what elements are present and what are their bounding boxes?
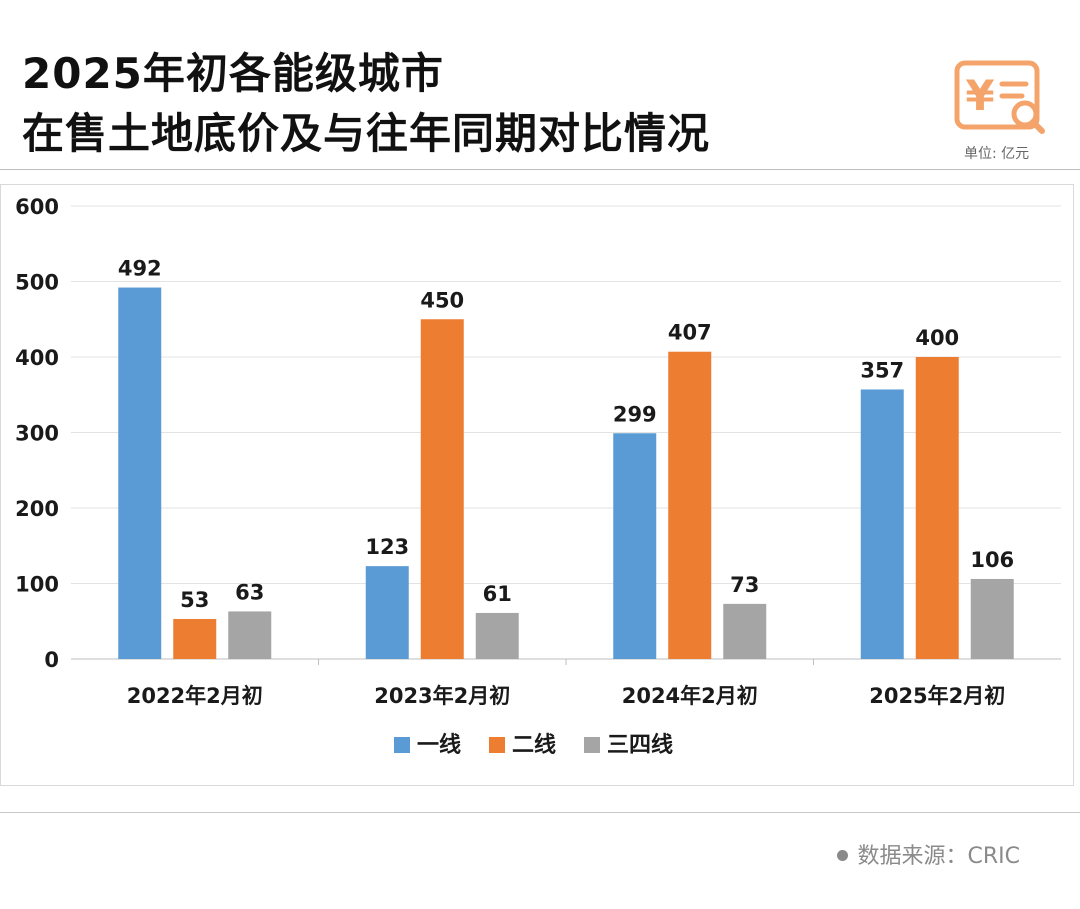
bar: [365, 566, 409, 659]
unit-label: 单位: 亿元: [964, 146, 1030, 162]
bar: [228, 611, 272, 659]
bar: [915, 357, 959, 659]
data-source: 数据来源：CRIC: [836, 838, 1021, 870]
data-label: 123: [365, 535, 409, 559]
chart-frame: 0 100 200 300 400 500 600 492 53 63 2022年2月初 123 450…: [0, 184, 1074, 786]
legend-swatch: [584, 737, 600, 753]
bar: [668, 351, 712, 659]
data-label: 299: [613, 402, 657, 426]
y-tick-label: 300: [15, 422, 59, 446]
bar: [173, 618, 217, 659]
bar: [118, 287, 162, 659]
y-tick-label: 200: [15, 497, 59, 521]
data-label: 450: [420, 288, 464, 312]
bar-chart: 0 100 200 300 400 500 600 492 53 63 2022年2月初 123 450…: [15, 195, 1061, 758]
yuan-document-search-icon: ¥: [950, 58, 1050, 138]
data-label: 53: [180, 588, 209, 612]
bar: [475, 612, 519, 659]
y-tick-label: 0: [44, 648, 59, 672]
x-tick-label: 2022年2月初: [127, 684, 263, 708]
y-tick-label: 100: [15, 573, 59, 597]
x-tick-label: 2025年2月初: [869, 684, 1005, 708]
x-tick-label: 2023年2月初: [374, 684, 510, 708]
legend-swatch: [489, 737, 505, 753]
data-label: 106: [970, 548, 1014, 572]
legend-label: 三四线: [607, 732, 673, 758]
data-label: 492: [118, 257, 162, 281]
bar: [613, 433, 657, 659]
data-label: 407: [668, 321, 712, 345]
data-label: 63: [235, 580, 264, 604]
bar: [723, 603, 767, 659]
page-title-line-2: 在售土地底价及与往年同期对比情况: [22, 109, 711, 158]
y-tick-label: 500: [15, 271, 59, 295]
svg-text:¥: ¥: [965, 71, 994, 120]
footer-divider: [0, 812, 1080, 813]
data-label: 61: [483, 582, 512, 606]
legend-label: 二线: [512, 732, 556, 758]
legend-swatch: [394, 737, 410, 753]
data-label: 357: [860, 358, 904, 382]
bar: [860, 389, 904, 659]
x-tick-label: 2024年2月初: [622, 684, 758, 708]
bullet-dot-icon: [836, 849, 848, 861]
legend-label: 一线: [417, 732, 461, 758]
page-title-line-1: 2025年初各能级城市: [22, 49, 444, 98]
bar: [420, 319, 464, 659]
data-label: 400: [915, 326, 959, 350]
bar: [970, 578, 1014, 659]
y-tick-label: 600: [15, 195, 59, 219]
title-divider: [0, 169, 1080, 170]
y-tick-label: 400: [15, 346, 59, 370]
data-source-label: 数据来源：CRIC: [857, 844, 1021, 869]
data-label: 73: [730, 573, 759, 597]
